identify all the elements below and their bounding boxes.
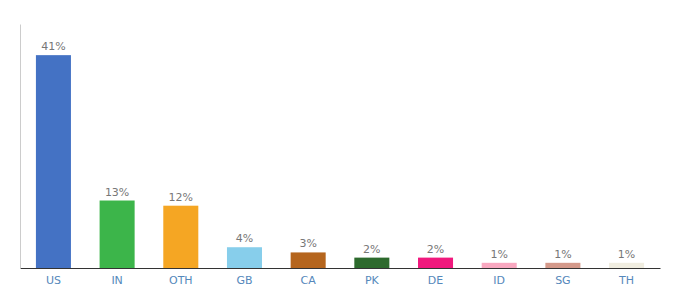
x-tick-label: IN bbox=[111, 274, 122, 287]
x-tick: IN bbox=[111, 274, 122, 287]
x-tick-label: GB bbox=[236, 274, 252, 287]
x-tick-label: ID bbox=[493, 274, 505, 287]
x-axis: US IN OTH GB CA PK DE ID SG TH bbox=[21, 269, 661, 287]
data-label: 1% bbox=[554, 248, 571, 261]
data-label: 2% bbox=[427, 243, 444, 256]
x-tick-label: CA bbox=[301, 274, 317, 287]
y-axis bbox=[20, 25, 21, 269]
data-labels: 41% 13% 12% 4% 3% 2% 2% 1% 1% 1% bbox=[41, 40, 635, 261]
x-tick: ID bbox=[493, 274, 505, 287]
x-tick-label: OTH bbox=[169, 274, 193, 287]
bar bbox=[163, 206, 198, 268]
bar bbox=[609, 263, 644, 268]
x-tick: TH bbox=[618, 274, 634, 287]
x-tick-label: TH bbox=[618, 274, 634, 287]
x-tick: DE bbox=[428, 274, 443, 287]
x-tick-label: SG bbox=[555, 274, 571, 287]
x-tick: GB bbox=[236, 274, 252, 287]
x-tick: OTH bbox=[169, 274, 193, 287]
x-tick-label: US bbox=[46, 274, 61, 287]
bar bbox=[100, 201, 135, 268]
bar bbox=[291, 252, 326, 268]
chart-svg: US IN OTH GB CA PK DE ID SG TH 41% 13% 12% 4% 3% 2% 2% 1%… bbox=[0, 0, 680, 300]
x-tick: SG bbox=[555, 274, 571, 287]
x-tick-label: DE bbox=[428, 274, 443, 287]
x-axis-line bbox=[21, 268, 661, 269]
y-axis-line bbox=[20, 25, 21, 269]
bar bbox=[418, 258, 453, 268]
data-label: 1% bbox=[618, 248, 635, 261]
x-tick-label: PK bbox=[365, 274, 380, 287]
bar bbox=[227, 247, 262, 268]
plot-area: US IN OTH GB CA PK DE ID SG TH 41% 13% 12% 4% 3% 2% 2% 1%… bbox=[21, 25, 661, 287]
bar bbox=[36, 55, 71, 268]
data-label: 4% bbox=[236, 232, 253, 245]
bars bbox=[36, 55, 644, 268]
chart-container: US IN OTH GB CA PK DE ID SG TH 41% 13% 12% 4% 3% 2% 2% 1%… bbox=[0, 0, 680, 300]
x-tick: CA bbox=[301, 274, 317, 287]
bar bbox=[482, 263, 517, 268]
bar bbox=[354, 258, 389, 268]
data-label: 1% bbox=[490, 248, 507, 261]
x-tick: US bbox=[46, 274, 61, 287]
x-tick: PK bbox=[365, 274, 380, 287]
data-label: 13% bbox=[105, 186, 129, 199]
data-label: 41% bbox=[41, 40, 65, 53]
bar bbox=[545, 263, 580, 268]
data-label: 2% bbox=[363, 243, 380, 256]
data-label: 12% bbox=[169, 191, 193, 204]
data-label: 3% bbox=[299, 237, 316, 250]
